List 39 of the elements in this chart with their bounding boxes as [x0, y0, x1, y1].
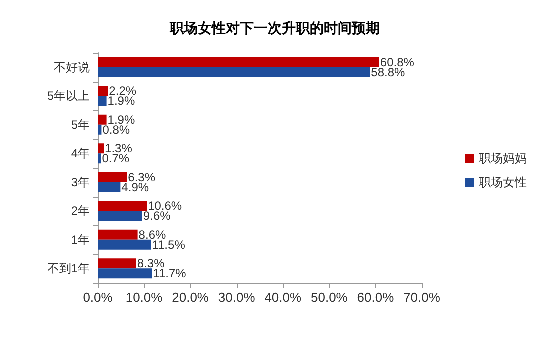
y-tick-label: 5年以上 [47, 89, 90, 104]
legend-label: 职场妈妈 [479, 152, 527, 166]
x-tick-label: 70.0% [404, 290, 441, 305]
y-tick-label: 3年 [71, 175, 90, 190]
x-tick-label: 60.0% [357, 290, 395, 305]
bar [98, 96, 107, 106]
bar [98, 86, 108, 96]
bar [98, 114, 107, 125]
y-tick-label: 4年 [71, 146, 90, 161]
x-tick-label: 40.0% [264, 290, 302, 305]
data-label: 11.7% [153, 266, 187, 281]
bar [98, 67, 370, 78]
bar [98, 230, 138, 240]
y-tick-label: 不好说 [54, 60, 90, 74]
bar [98, 268, 152, 279]
bar [98, 172, 128, 182]
y-tick-label: 5年 [71, 118, 90, 132]
x-tick-label: 0.0% [83, 290, 114, 305]
bar [98, 182, 121, 192]
bar [98, 154, 102, 164]
x-tick-label: 30.0% [218, 290, 256, 305]
data-label: 0.7% [102, 152, 130, 166]
bar [98, 211, 142, 222]
bar [98, 240, 152, 250]
x-tick-label: 50.0% [310, 290, 348, 305]
chart-title: 职场女性对下一次升职的时间预期 [169, 20, 380, 36]
data-label: 9.6% [143, 209, 172, 224]
y-tick-label: 2年 [71, 204, 90, 218]
bar [98, 57, 380, 68]
y-tick-label: 不到1年 [47, 262, 90, 276]
bar [98, 258, 136, 269]
legend-label: 职场女性 [479, 176, 527, 190]
y-tick-label: 1年 [71, 232, 90, 247]
x-tick-label: 10.0% [126, 290, 164, 305]
data-label: 1.9% [108, 94, 136, 108]
bar [98, 124, 102, 135]
x-tick-label: 20.0% [172, 290, 210, 305]
bar [98, 201, 148, 212]
bar [98, 144, 104, 154]
